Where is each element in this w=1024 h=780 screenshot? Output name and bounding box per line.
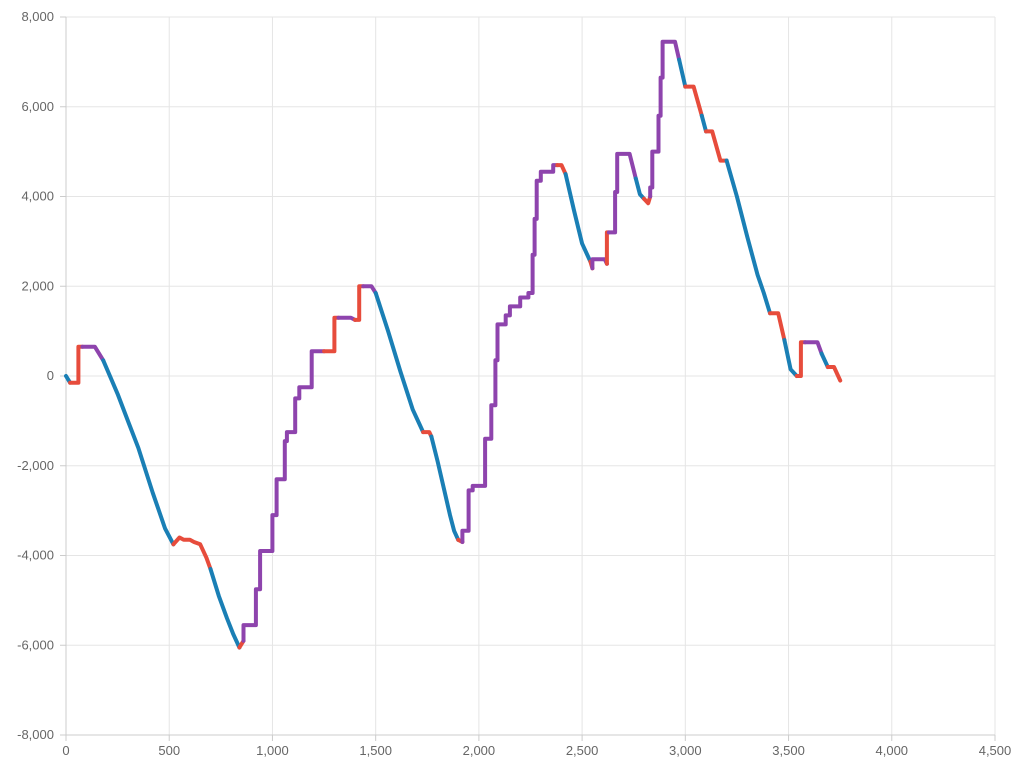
- series-segment-other: [322, 315, 341, 354]
- y-tick-label: 4,000: [21, 189, 54, 204]
- x-tick-label: 4,000: [876, 743, 909, 758]
- y-tick-label: -2,000: [17, 458, 54, 473]
- series-segment-step_up: [803, 340, 824, 356]
- series-segment-falling: [724, 158, 772, 316]
- series-segment-falling: [101, 358, 176, 547]
- y-tick-label: -4,000: [17, 548, 54, 563]
- y-tick-label: -6,000: [17, 637, 54, 652]
- series-segment-step_up: [241, 349, 327, 643]
- series-segment-other: [171, 535, 213, 571]
- y-tick-label: 6,000: [21, 99, 54, 114]
- series-segment-step_up: [336, 315, 357, 322]
- series-segment-step_up: [361, 284, 378, 295]
- series-segment-falling: [373, 291, 426, 435]
- series-segment-falling: [633, 176, 646, 201]
- series-segment-step_up: [606, 151, 638, 235]
- series-segment-falling: [429, 434, 461, 542]
- series-segment-other: [353, 284, 366, 322]
- series-segment-other: [604, 230, 611, 266]
- series-segment-other: [555, 163, 568, 177]
- x-tick-label: 0: [62, 743, 69, 758]
- series-segment-other: [642, 194, 653, 206]
- x-tick-label: 2,000: [463, 743, 496, 758]
- series-line: [64, 39, 843, 650]
- x-tick-label: 1,500: [359, 743, 392, 758]
- series-segment-falling: [563, 172, 593, 264]
- x-tick-label: 3,000: [669, 743, 702, 758]
- x-tick-label: 500: [158, 743, 180, 758]
- series-segment-other: [794, 340, 808, 378]
- series-segment-step_up: [590, 257, 609, 271]
- y-axis-ticks: 8,000 6,000 4,000 2,000 0 -2,000 -4,000 -6,000 -…: [17, 9, 66, 742]
- series-segment-other: [704, 129, 729, 163]
- series-segment-other: [825, 365, 843, 383]
- series-segment-step_up: [648, 39, 682, 199]
- series-segment-falling: [782, 338, 799, 378]
- y-tick-label: 2,000: [21, 278, 54, 293]
- y-tick-label: 8,000: [21, 9, 54, 24]
- x-tick-label: 3,500: [772, 743, 805, 758]
- x-axis-ticks: 0 500 1,000 1,500 2,000 2,500 3,000 3,500 4,000 4…: [62, 735, 1011, 758]
- series-segment-other: [683, 84, 704, 118]
- y-tick-label: -8,000: [17, 727, 54, 742]
- series-segment-falling: [819, 351, 830, 369]
- series-segment-falling: [677, 57, 688, 89]
- series-segment-other: [768, 311, 787, 343]
- series-segment-step_up: [460, 163, 560, 544]
- series-segment-falling: [208, 567, 242, 650]
- x-tick-label: 4,500: [979, 743, 1012, 758]
- y-tick-label: 0: [47, 368, 54, 383]
- grid-lines: [65, 16, 996, 736]
- series-segment-falling: [699, 113, 708, 134]
- series-segment-other: [68, 344, 85, 385]
- series-segment-step_up: [80, 344, 106, 363]
- x-tick-label: 1,000: [256, 743, 289, 758]
- x-tick-label: 2,500: [566, 743, 599, 758]
